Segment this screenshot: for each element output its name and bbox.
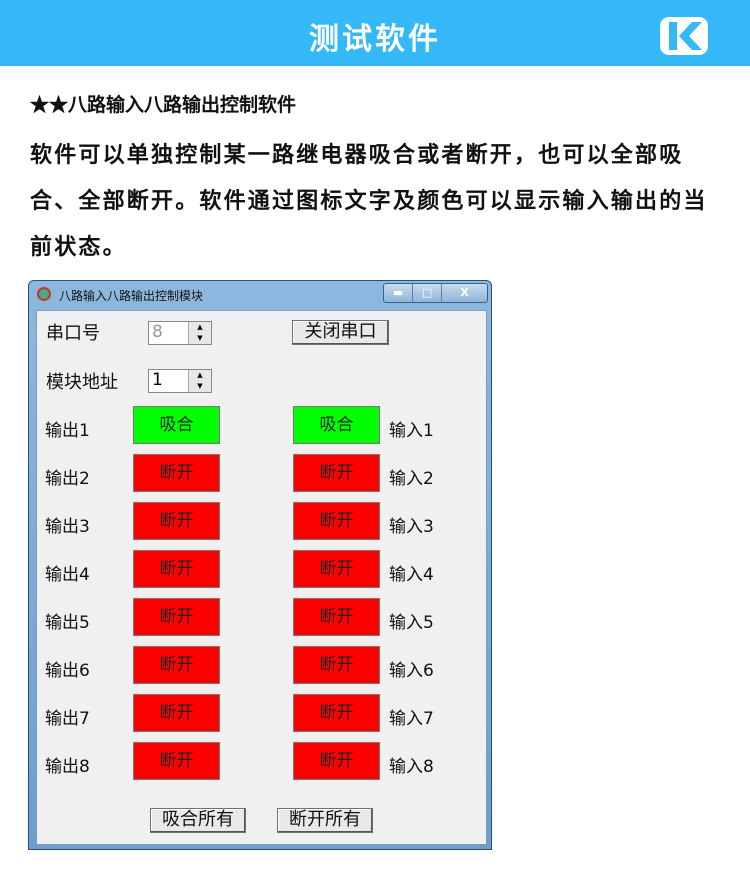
output-button[interactable]: 断开 [133, 598, 220, 636]
output-button[interactable]: 断开 [133, 646, 220, 684]
input-indicator: 断开 [293, 454, 380, 492]
address-label: 模块地址 [46, 372, 118, 393]
spin-arrows-icon[interactable]: ▲ ▼ [188, 370, 211, 392]
output-button[interactable]: 断开 [133, 502, 220, 540]
output-label: 输出5 [45, 613, 90, 633]
output-label: 输出4 [45, 565, 90, 585]
all-off-button[interactable]: 断开所有 [277, 808, 373, 833]
output-label: 输出8 [45, 757, 90, 777]
minimize-button[interactable]: ▬ [384, 284, 414, 302]
input-indicator: 断开 [293, 550, 380, 588]
header-title: 测试软件 [309, 22, 441, 57]
all-on-button[interactable]: 吸合所有 [150, 808, 246, 833]
header-banner: 测试软件 [0, 0, 750, 66]
output-label: 输出3 [45, 517, 90, 537]
app-window: 八路输入八路输出控制模块 ▬ □ X 串口号 8 ▲ ▼ 关闭串口 模块地址 1 ▲ ▼… [28, 280, 492, 850]
logo-k-icon [660, 17, 708, 55]
output-button[interactable]: 断开 [133, 742, 220, 780]
section-heading: ★★八路输入八路输出控制软件 [30, 94, 297, 116]
spin-arrows-icon[interactable]: ▲ ▼ [188, 322, 211, 344]
window-client: 串口号 8 ▲ ▼ 关闭串口 模块地址 1 ▲ ▼ 输出1 吸合 吸合 输入1 输出2 断开 断开输… [36, 310, 487, 845]
address-spinner[interactable]: 1 ▲ ▼ [148, 369, 212, 393]
input-indicator: 断开 [293, 598, 380, 636]
description: 软件可以单独控制某一路继电器吸合或者断开，也可以全部吸合、全部断开。软件通过图标… [30, 142, 708, 260]
address-value: 1 [152, 370, 163, 390]
output-label: 输出2 [45, 469, 90, 489]
maximize-button[interactable]: □ [413, 284, 443, 302]
input-label: 输入1 [389, 421, 434, 441]
input-indicator: 断开 [293, 742, 380, 780]
input-label: 输入4 [389, 565, 434, 585]
input-label: 输入6 [389, 661, 434, 681]
output-label: 输出1 [45, 421, 90, 441]
output-label: 输出6 [45, 661, 90, 681]
close-port-button[interactable]: 关闭串口 [292, 320, 389, 345]
input-label: 输入2 [389, 469, 434, 489]
output-button[interactable]: 断开 [133, 550, 220, 588]
output-button[interactable]: 断开 [133, 454, 220, 492]
input-indicator: 断开 [293, 694, 380, 732]
app-icon [37, 287, 51, 301]
input-label: 输入8 [389, 757, 434, 777]
port-spinner[interactable]: 8 ▲ ▼ [148, 321, 212, 345]
window-title: 八路输入八路输出控制模块 [59, 289, 204, 303]
output-button[interactable]: 断开 [133, 694, 220, 732]
input-label: 输入5 [389, 613, 434, 633]
port-label: 串口号 [46, 323, 100, 344]
input-indicator: 断开 [293, 502, 380, 540]
output-button[interactable]: 吸合 [133, 406, 220, 444]
output-label: 输出7 [45, 709, 90, 729]
close-button[interactable]: X [460, 286, 469, 299]
input-label: 输入3 [389, 517, 434, 537]
window-controls: ▬ □ X [383, 283, 488, 303]
input-label: 输入7 [389, 709, 434, 729]
input-indicator: 断开 [293, 646, 380, 684]
port-value: 8 [152, 322, 163, 342]
input-indicator: 吸合 [293, 406, 380, 444]
